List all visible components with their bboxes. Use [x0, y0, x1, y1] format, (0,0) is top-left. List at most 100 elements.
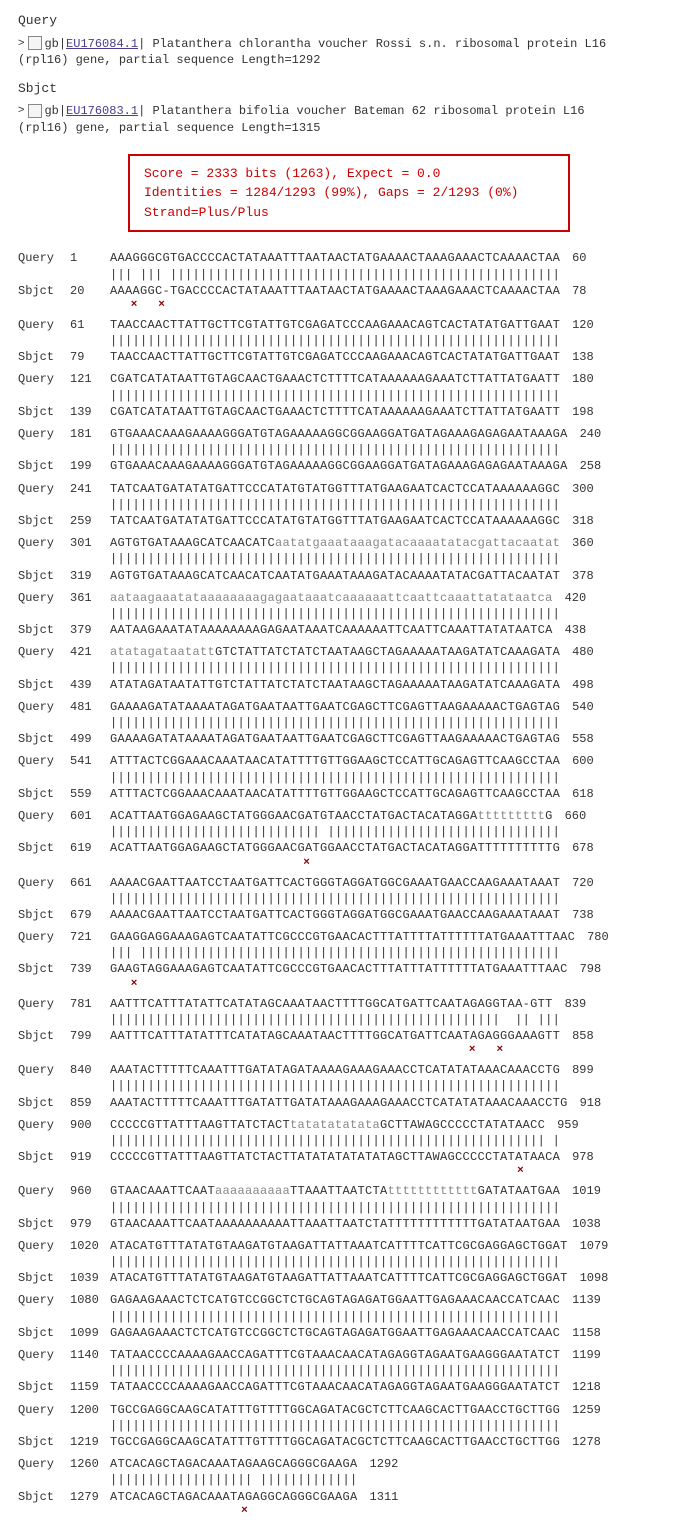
alignment-block: Query301AGTGTGATAAAGCATCAACATCaatatgaaat… — [18, 535, 683, 584]
alignment-sbjct-line: Sbjct1099GAGAAGAAACTCTCATGTCCGGCTCTGCAGT… — [18, 1325, 683, 1341]
score-box: Score = 2333 bits (1263), Expect = 0.0 I… — [128, 154, 570, 233]
alignment-match-line: ||||||||||||||||||| ||||||||||||| — [18, 1472, 683, 1488]
alignment-query-line: Query1260ATCACAGCTAGACAAATAGAAGCAGGGCGAA… — [18, 1456, 683, 1472]
alignment-block: Query781AATTTCATTTATATTCATATAGCAAATAACTT… — [18, 996, 683, 1057]
alignment-sbjct-line: Sbjct499GAAAAGATATAAAATAGATGAATAATTGAATC… — [18, 731, 683, 747]
alignment-match-line: ||||||||||||||||||||||||||||||||||||||||… — [18, 1254, 683, 1270]
query-checkbox[interactable] — [28, 36, 42, 50]
alignment-xmark-line: × × — [110, 1044, 683, 1056]
alignment-sbjct-line: Sbjct379AATAAGAAATATAAAAAAAAGAGAATAAATCA… — [18, 622, 683, 638]
alignment-query-line: Query481GAAAAGATATAAAATAGATGAATAATTGAATC… — [18, 699, 683, 715]
query-accession-link[interactable]: EU176084.1 — [66, 37, 138, 51]
alignment-xmark-line: × — [110, 1505, 683, 1517]
query-desc-line2: (rpl16) gene, partial sequence Length=12… — [18, 53, 320, 67]
alignment-query-line: Query1140TATAACCCCAAAAGAACCAGATTTCGTAAAC… — [18, 1347, 683, 1363]
alignment-match-line: ||||||||||||||||||||||||||||||||||||||||… — [18, 891, 683, 907]
alignment-sbjct-line: Sbjct199GTGAAACAAAGAAAAGGGATGTAGAAAAAGGC… — [18, 458, 683, 474]
alignment-block: Query1140TATAACCCCAAAAGAACCAGATTTCGTAAAC… — [18, 1347, 683, 1396]
alignment-match-line: ||||||||||||||||||||||||||||||||||||||||… — [18, 715, 683, 731]
alignment-query-line: Query601ACATTAATGGAGAAGCTATGGGAACGATGTAA… — [18, 808, 683, 824]
alignment-block: Query1AAAGGGCGTGACCCCACTATAAATTTAATAACTA… — [18, 250, 683, 311]
alignment-sbjct-line: Sbjct1219TGCCGAGGCAAGCATATTTGTTTTGGCAGAT… — [18, 1434, 683, 1450]
alignment-match-line: ||||||||||||||||||||||||||||||||||||||||… — [18, 1363, 683, 1379]
alignment-query-line: Query1080GAGAAGAAACTCTCATGTCCGGCTCTGCAGT… — [18, 1292, 683, 1308]
sbjct-checkbox[interactable] — [28, 104, 42, 118]
alignment-match-line: ||| ||||||||||||||||||||||||||||||||||||… — [18, 945, 683, 961]
alignment-sbjct-line: Sbjct919CCCCCGTTATTTAAGTTATCTACTTATATATA… — [18, 1149, 683, 1165]
alignment-match-line: ||||||||||||||||||||||||||||||||||||||||… — [18, 1309, 683, 1325]
alignment-block: Query721GAAGGAGGAAAGAGTCAATATTCGCCCGTGAA… — [18, 929, 683, 990]
sbjct-entry: >gb|EU176083.1| Platanthera bifolia vouc… — [18, 103, 683, 135]
alignment-match-line: ||||||||||||||||||||||||||||||||||||||||… — [18, 1012, 683, 1028]
alignment-block: Query1020ATACATGTTTATATGTAAGATGTAAGATTAT… — [18, 1238, 683, 1287]
alignment-container: Query1AAAGGGCGTGACCCCACTATAAATTTAATAACTA… — [18, 250, 683, 1516]
alignment-block: Query481GAAAAGATATAAAATAGATGAATAATTGAATC… — [18, 699, 683, 748]
alignment-block: Query661AAAACGAATTAATCCTAATGATTCACTGGGTA… — [18, 875, 683, 924]
alignment-block: Query1200TGCCGAGGCAAGCATATTTGTTTTGGCAGAT… — [18, 1402, 683, 1451]
sbjct-accession-prefix: gb| — [44, 104, 66, 118]
sbjct-accession-link[interactable]: EU176083.1 — [66, 104, 138, 118]
alignment-block: Query900CCCCCGTTATTTAAGTTATCTACTtatatata… — [18, 1117, 683, 1178]
alignment-xmark-line: × — [110, 857, 683, 869]
alignment-query-line: Query840AAATACTTTTTCAAATTTGATATAGATAAAAG… — [18, 1062, 683, 1078]
alignment-sbjct-line: Sbjct79TAACCAACTTATTGCTTCGTATTGTCGAGATCC… — [18, 349, 683, 365]
alignment-block: Query241TATCAATGATATATGATTCCCATATGTATGGT… — [18, 481, 683, 530]
alignment-sbjct-line: Sbjct1039ATACATGTTTATATGTAAGATGTAAGATTAT… — [18, 1270, 683, 1286]
alignment-query-line: Query781AATTTCATTTATATTCATATAGCAAATAACTT… — [18, 996, 683, 1012]
alignment-query-line: Query241TATCAATGATATATGATTCCCATATGTATGGT… — [18, 481, 683, 497]
alignment-query-line: Query661AAAACGAATTAATCCTAATGATTCACTGGGTA… — [18, 875, 683, 891]
alignment-block: Query361aataagaaatataaaaaaaagagaataaatca… — [18, 590, 683, 639]
alignment-match-line: ||||||||||||||||||||||||||||||||||||||||… — [18, 388, 683, 404]
alignment-match-line: |||||||||||||||||||||||||||| |||||||||||… — [18, 824, 683, 840]
alignment-match-line: ||||||||||||||||||||||||||||||||||||||||… — [18, 660, 683, 676]
alignment-query-line: Query121CGATCATATAATTGTAGCAACTGAAACTCTTT… — [18, 371, 683, 387]
alignment-match-line: ||||||||||||||||||||||||||||||||||||||||… — [18, 770, 683, 786]
alignment-sbjct-line: Sbjct559ATTTACTCGGAAACAAATAACATATTTTGTTG… — [18, 786, 683, 802]
alignment-sbjct-line: Sbjct319AGTGTGATAAAGCATCAACATCAATATGAAAT… — [18, 568, 683, 584]
alignment-match-line: ||||||||||||||||||||||||||||||||||||||||… — [18, 1200, 683, 1216]
alignment-xmark-line: × — [110, 978, 683, 990]
alignment-query-line: Query900CCCCCGTTATTTAAGTTATCTACTtatatata… — [18, 1117, 683, 1133]
alignment-block: Query1260ATCACAGCTAGACAAATAGAAGCAGGGCGAA… — [18, 1456, 683, 1517]
alignment-match-line: ||||||||||||||||||||||||||||||||||||||||… — [18, 1418, 683, 1434]
alignment-match-line: ||||||||||||||||||||||||||||||||||||||||… — [18, 551, 683, 567]
alignment-sbjct-line: Sbjct979GTAACAAATTCAATAAAAAAAAAATTAAATTA… — [18, 1216, 683, 1232]
alignment-block: Query960GTAACAAATTCAATaaaaaaaaaaTTAAATTA… — [18, 1183, 683, 1232]
sbjct-caret: > — [18, 104, 24, 116]
sbjct-section-label: Sbjct — [18, 80, 683, 98]
query-accession-prefix: gb| — [44, 37, 66, 51]
alignment-query-line: Query301AGTGTGATAAAGCATCAACATCaatatgaaat… — [18, 535, 683, 551]
alignment-xmark-line: × × — [110, 299, 683, 311]
alignment-match-line: ||||||||||||||||||||||||||||||||||||||||… — [18, 442, 683, 458]
alignment-query-line: Query1020ATACATGTTTATATGTAAGATGTAAGATTAT… — [18, 1238, 683, 1254]
query-caret: > — [18, 37, 24, 49]
alignment-sbjct-line: Sbjct859AAATACTTTTTCAAATTTGATATTGATATAAA… — [18, 1095, 683, 1111]
query-desc-line1: Platanthera chlorantha voucher Rossi s.n… — [145, 37, 606, 51]
alignment-block: Query1080GAGAAGAAACTCTCATGTCCGGCTCTGCAGT… — [18, 1292, 683, 1341]
alignment-block: Query61TAACCAACTTATTGCTTCGTATTGTCGAGATCC… — [18, 317, 683, 366]
alignment-query-line: Query541ATTTACTCGGAAACAAATAACATATTTTGTTG… — [18, 753, 683, 769]
sbjct-desc-line1: Platanthera bifolia voucher Bateman 62 r… — [145, 104, 584, 118]
alignment-query-line: Query421atatagataatattGTCTATTATCTATCTAAT… — [18, 644, 683, 660]
alignment-xmark-line: × — [110, 1165, 683, 1177]
alignment-query-line: Query181GTGAAACAAAGAAAAGGGATGTAGAAAAAGGC… — [18, 426, 683, 442]
alignment-sbjct-line: Sbjct799AATTTCATTTATATTTCATATAGCAAATAACT… — [18, 1028, 683, 1044]
alignment-query-line: Query1AAAGGGCGTGACCCCACTATAAATTTAATAACTA… — [18, 250, 683, 266]
alignment-sbjct-line: Sbjct619ACATTAATGGAGAAGCTATGGGAACGATGGAA… — [18, 840, 683, 856]
score-line3: Strand=Plus/Plus — [144, 203, 554, 223]
alignment-sbjct-line: Sbjct679AAAACGAATTAATCCTAATGATTCACTGGGTA… — [18, 907, 683, 923]
alignment-sbjct-line: Sbjct1159TATAACCCCAAAAGAACCAGATTTCGTAAAC… — [18, 1379, 683, 1395]
alignment-block: Query840AAATACTTTTTCAAATTTGATATAGATAAAAG… — [18, 1062, 683, 1111]
alignment-block: Query601ACATTAATGGAGAAGCTATGGGAACGATGTAA… — [18, 808, 683, 869]
alignment-sbjct-line: Sbjct139CGATCATATAATTGTAGCAACTGAAACTCTTT… — [18, 404, 683, 420]
alignment-block: Query421atatagataatattGTCTATTATCTATCTAAT… — [18, 644, 683, 693]
alignment-query-line: Query1200TGCCGAGGCAAGCATATTTGTTTTGGCAGAT… — [18, 1402, 683, 1418]
alignment-query-line: Query361aataagaaatataaaaaaaagagaataaatca… — [18, 590, 683, 606]
score-line1: Score = 2333 bits (1263), Expect = 0.0 — [144, 164, 554, 184]
alignment-sbjct-line: Sbjct439ATATAGATAATATTGTCTATTATCTATCTAAT… — [18, 677, 683, 693]
alignment-query-line: Query960GTAACAAATTCAATaaaaaaaaaaTTAAATTA… — [18, 1183, 683, 1199]
alignment-sbjct-line: Sbjct259TATCAATGATATATGATTCCCATATGTATGGT… — [18, 513, 683, 529]
alignment-block: Query121CGATCATATAATTGTAGCAACTGAAACTCTTT… — [18, 371, 683, 420]
alignment-match-line: ||||||||||||||||||||||||||||||||||||||||… — [18, 1133, 683, 1149]
alignment-sbjct-line: Sbjct739GAAGTAGGAAAGAGTCAATATTCGCCCGTGAA… — [18, 961, 683, 977]
